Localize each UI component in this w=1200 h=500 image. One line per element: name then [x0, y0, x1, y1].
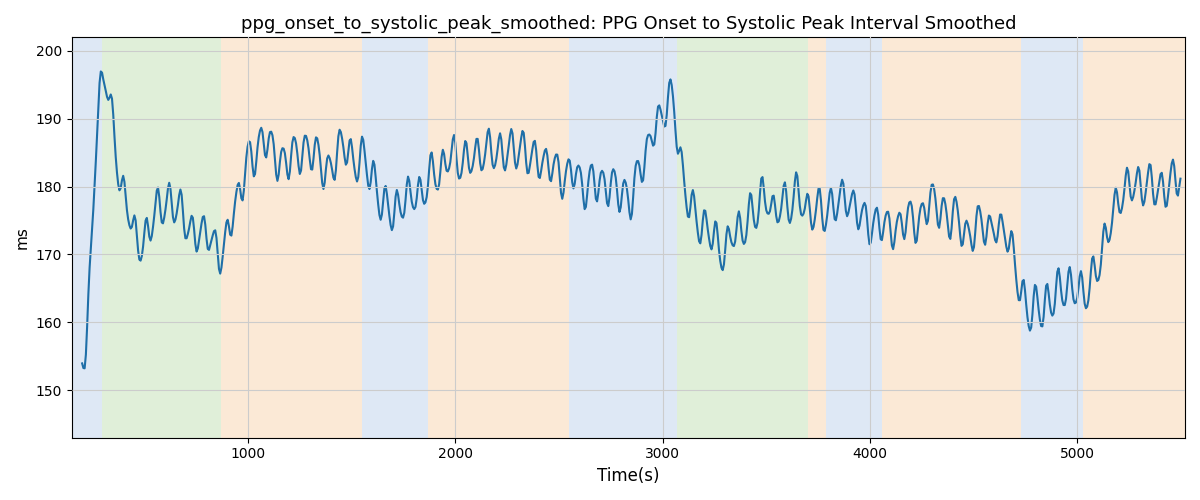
Bar [221, 38, 362, 438]
Bar [362, 38, 428, 438]
Bar [1084, 38, 1118, 438]
Bar [569, 38, 660, 438]
Bar [827, 38, 882, 438]
Title: ppg_onset_to_systolic_peak_smoothed: PPG Onset to Systolic Peak Interval Smoothe: ppg_onset_to_systolic_peak_smoothed: PPG… [241, 15, 1016, 34]
Bar [428, 38, 569, 438]
Bar [882, 38, 1021, 438]
Bar [808, 38, 827, 438]
Bar [102, 38, 221, 438]
Bar [1118, 38, 1186, 438]
X-axis label: Time(s): Time(s) [598, 467, 660, 485]
Bar [677, 38, 808, 438]
Y-axis label: ms: ms [14, 226, 30, 249]
Bar [72, 38, 102, 438]
Bar [660, 38, 677, 438]
Bar [1021, 38, 1084, 438]
